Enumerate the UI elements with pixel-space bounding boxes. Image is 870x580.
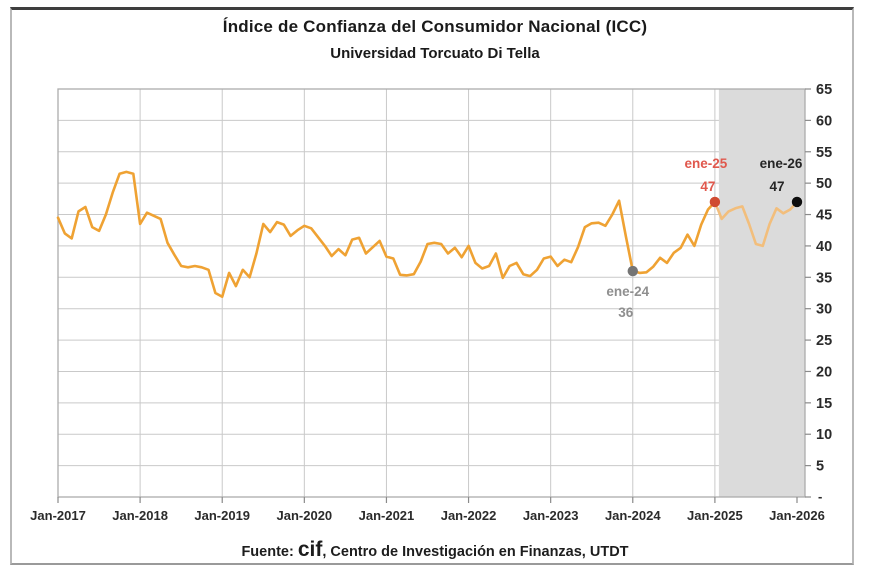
forecast-band — [718, 89, 805, 497]
y-axis-label: 65 — [816, 82, 832, 98]
plot-border — [57, 88, 806, 498]
chart-subtitle: Universidad Torcuato Di Tella — [330, 45, 540, 62]
annotation-value-ene-25: 47 — [700, 179, 715, 194]
x-axis-label: Jan-2026 — [769, 508, 825, 523]
plot-area — [58, 89, 805, 497]
x-axis-label: Jan-2024 — [605, 508, 661, 523]
x-axis-label: Jan-2019 — [194, 508, 250, 523]
y-axis-label: 40 — [816, 239, 832, 255]
x-axis-label: Jan-2023 — [523, 508, 579, 523]
annotation-value-ene-24: 36 — [618, 305, 634, 320]
annotation-value-ene-26: 47 — [769, 179, 784, 194]
x-axis-label: Jan-2025 — [687, 508, 743, 523]
y-axis-label: 35 — [816, 270, 832, 286]
marker-dot-ene-25 — [709, 196, 721, 208]
y-axis-label: 20 — [816, 364, 832, 380]
cif-logo: cif — [297, 538, 323, 561]
x-axis-label: Jan-2018 — [112, 508, 168, 523]
chart-title: Índice de Confianza del Consumidor Nacio… — [222, 17, 648, 36]
annotation-label-ene-26: ene-26 — [760, 156, 803, 171]
y-axis-label: 10 — [816, 427, 832, 443]
y-axis-label: 60 — [816, 113, 832, 129]
y-axis-label: 25 — [816, 333, 832, 349]
y-axis-zero-label: - — [818, 489, 822, 504]
x-axis-label: Jan-2017 — [30, 508, 86, 523]
source-prefix: Fuente: — [241, 544, 298, 560]
icc-observed-line — [56, 170, 717, 299]
y-axis-label: 5 — [816, 459, 824, 475]
x-axis-label: Jan-2022 — [441, 508, 497, 523]
y-axis-label: 55 — [816, 145, 832, 161]
y-axis-label: 30 — [816, 302, 832, 318]
annotation-label-ene-25: ene-25 — [684, 156, 727, 171]
source-suffix: , Centro de Investigación en Finanzas, U… — [322, 544, 629, 560]
x-axis-label: Jan-2021 — [359, 508, 415, 523]
y-axis-label: 15 — [816, 396, 832, 412]
annotation-label-ene-24: ene-24 — [606, 284, 649, 299]
icc-forecast-line — [713, 200, 799, 248]
marker-dot-ene-26 — [791, 196, 803, 208]
y-axis-label: 50 — [816, 176, 832, 192]
y-axis-label: 45 — [816, 208, 832, 224]
source-footer: Fuente: cif, Centro de Investigación en … — [0, 538, 870, 562]
x-axis-label: Jan-2020 — [277, 508, 333, 523]
marker-dot-ene-24 — [627, 265, 638, 277]
